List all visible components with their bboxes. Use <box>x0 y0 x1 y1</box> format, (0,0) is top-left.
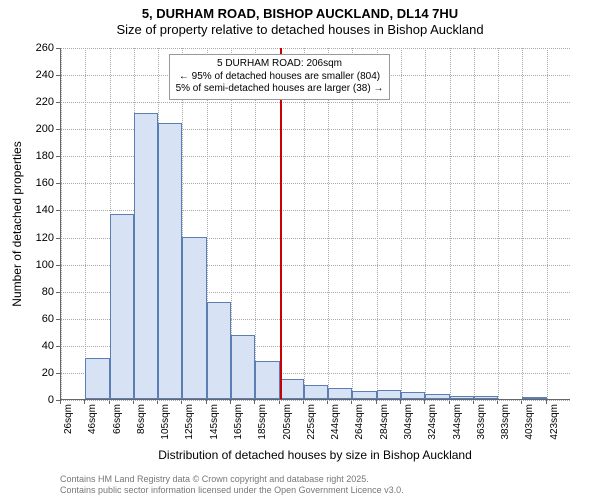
y-tick-label: 240 <box>14 69 54 81</box>
x-tick-label: 145sqm <box>209 404 220 440</box>
grid-line-v <box>61 48 62 399</box>
chart-title-sub: Size of property relative to detached ho… <box>0 22 600 37</box>
x-tick-label: 244sqm <box>330 404 341 440</box>
histogram-bar <box>328 388 352 399</box>
x-tick-label: 324sqm <box>427 404 438 440</box>
grid-line-v <box>255 48 256 399</box>
x-tick-label: 284sqm <box>379 404 390 440</box>
grid-line-v <box>498 48 499 399</box>
x-tick-label: 125sqm <box>184 404 195 440</box>
x-tick-label: 423sqm <box>549 404 560 440</box>
footer-line1: Contains HM Land Registry data © Crown c… <box>60 474 404 485</box>
y-tick-label: 260 <box>14 42 54 54</box>
histogram-bar <box>304 385 328 399</box>
reference-line <box>280 48 282 399</box>
grid-line-v <box>522 48 523 399</box>
x-tick-label: 185sqm <box>257 404 268 440</box>
x-tick-label: 105sqm <box>160 404 171 440</box>
annotation-line2: ← 95% of detached houses are smaller (80… <box>176 71 384 84</box>
footer: Contains HM Land Registry data © Crown c… <box>60 474 404 496</box>
grid-line-v <box>377 48 378 399</box>
x-axis-label: Distribution of detached houses by size … <box>60 448 570 462</box>
grid-line-v <box>547 48 548 399</box>
histogram-bar <box>134 113 158 399</box>
annotation-line1: 5 DURHAM ROAD: 206sqm <box>176 58 384 71</box>
chart-title-main: 5, DURHAM ROAD, BISHOP AUCKLAND, DL14 7H… <box>0 6 600 21</box>
y-axis-label: Number of detached properties <box>10 141 24 306</box>
histogram-bar <box>85 358 109 399</box>
x-tick-label: 205sqm <box>282 404 293 440</box>
grid-line-v <box>450 48 451 399</box>
plot-area: 5 DURHAM ROAD: 206sqm ← 95% of detached … <box>60 48 570 400</box>
y-tick-label: 100 <box>14 259 54 271</box>
grid-line-v <box>304 48 305 399</box>
histogram-bar <box>255 361 279 399</box>
y-tick-label: 140 <box>14 204 54 216</box>
annotation-line3: 5% of semi-detached houses are larger (3… <box>176 83 384 96</box>
y-tick-label: 200 <box>14 123 54 135</box>
y-tick-label: 80 <box>14 286 54 298</box>
histogram-bar <box>474 396 498 399</box>
grid-line-v <box>425 48 426 399</box>
annotation-box: 5 DURHAM ROAD: 206sqm ← 95% of detached … <box>169 54 391 100</box>
histogram-bar <box>352 391 376 399</box>
x-tick-label: 383sqm <box>500 404 511 440</box>
histogram-bar <box>207 302 231 399</box>
grid-line-v <box>401 48 402 399</box>
histogram-bar <box>231 335 255 399</box>
x-tick-label: 46sqm <box>87 404 98 434</box>
y-tick-label: 60 <box>14 313 54 325</box>
histogram-bar <box>450 396 474 399</box>
x-tick-label: 363sqm <box>476 404 487 440</box>
x-tick-label: 66sqm <box>112 404 123 434</box>
y-tick-label: 40 <box>14 340 54 352</box>
histogram-bar <box>158 123 182 399</box>
y-tick-label: 160 <box>14 177 54 189</box>
grid-line-h <box>61 400 570 401</box>
x-tick-label: 264sqm <box>354 404 365 440</box>
histogram-bar <box>377 390 401 399</box>
histogram-bar <box>110 214 134 399</box>
y-tick-label: 120 <box>14 232 54 244</box>
grid-line-v <box>328 48 329 399</box>
footer-line2: Contains public sector information licen… <box>60 485 404 496</box>
chart-title-block: 5, DURHAM ROAD, BISHOP AUCKLAND, DL14 7H… <box>0 6 600 37</box>
histogram-bar <box>425 394 449 399</box>
x-tick-label: 304sqm <box>403 404 414 440</box>
y-tick-label: 180 <box>14 150 54 162</box>
histogram-bar <box>522 397 546 399</box>
x-tick-label: 165sqm <box>233 404 244 440</box>
y-tick-label: 0 <box>14 394 54 406</box>
y-tick-label: 20 <box>14 367 54 379</box>
histogram-bar <box>401 392 425 399</box>
grid-line-h <box>61 102 570 103</box>
grid-line-v <box>85 48 86 399</box>
grid-line-v <box>352 48 353 399</box>
grid-line-h <box>61 48 570 49</box>
x-tick-label: 225sqm <box>306 404 317 440</box>
x-tick-label: 344sqm <box>452 404 463 440</box>
y-tick-label: 220 <box>14 96 54 108</box>
chart-container: 5, DURHAM ROAD, BISHOP AUCKLAND, DL14 7H… <box>0 0 600 500</box>
x-tick-label: 403sqm <box>524 404 535 440</box>
x-tick-label: 86sqm <box>136 404 147 434</box>
histogram-bar <box>280 379 304 399</box>
histogram-bar <box>182 237 206 399</box>
x-tick-label: 26sqm <box>63 404 74 434</box>
grid-line-v <box>474 48 475 399</box>
